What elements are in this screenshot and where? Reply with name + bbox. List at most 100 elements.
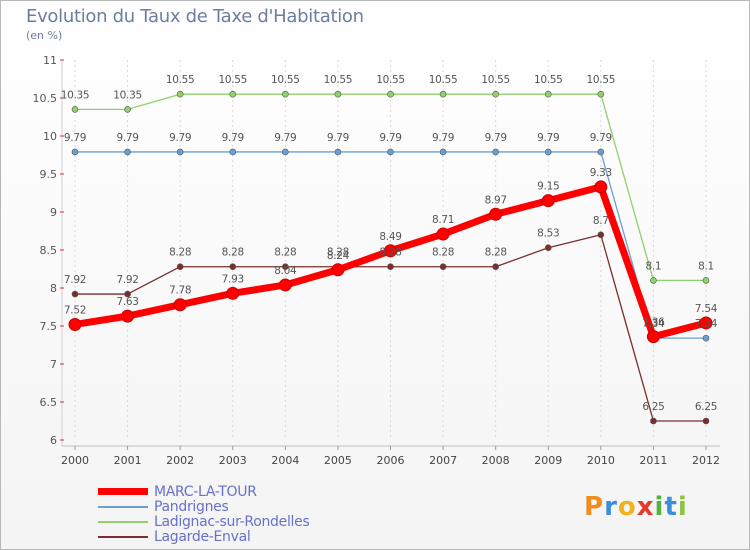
data-point [387,263,394,271]
data-point [699,316,713,330]
logo-letter: x [636,492,655,522]
chart-subtitle: (en %) [26,29,63,42]
data-point [229,148,237,156]
data-label: 10.55 [324,74,353,86]
data-label: 6.25 [695,401,717,413]
x-tick-label: 2006 [377,454,405,467]
data-point [439,90,447,98]
data-point [702,277,710,284]
data-point [492,90,499,98]
data-point [387,90,394,98]
data-label: 9.79 [485,132,507,144]
data-point [124,106,131,113]
data-label: 8.53 [537,228,559,240]
data-label: 9.79 [379,132,401,144]
data-point [278,278,292,292]
data-label: 8.28 [379,247,401,259]
data-point [541,194,555,208]
y-tick-label: 8.5 [40,244,58,257]
data-point [702,334,710,342]
data-point [71,290,79,298]
data-label: 8.28 [222,247,244,259]
data-point [334,90,342,98]
legend-item: Lagarde-Enval [98,529,309,545]
data-point [646,330,660,344]
data-point [702,417,710,425]
data-point [384,244,397,258]
x-tick-label: 2005 [324,454,352,467]
data-label: 9.79 [274,132,296,144]
data-label: 10.55 [271,74,300,86]
data-label: 8.1 [646,260,662,272]
data-point [282,90,289,98]
data-label: 10.35 [61,89,90,101]
logo-letter: r [604,492,618,522]
chart-title: Evolution du Taux de Taxe d'Habitation [26,6,364,27]
data-point [594,180,608,194]
data-label: 7.36 [642,317,665,329]
data-label: 7.63 [116,296,138,308]
data-label: 9.79 [327,132,349,144]
y-tick-label: 7 [50,358,57,371]
y-tick-label: 9 [50,206,57,219]
proxiti-logo: Proxiti [584,492,688,522]
data-label: 10.35 [113,89,142,101]
data-label: 9.79 [432,132,454,144]
y-tick-label: 10.5 [33,92,58,105]
data-label: 9.79 [590,132,612,144]
y-tick-label: 8 [50,282,57,295]
x-tick-label: 2003 [219,454,247,467]
legend-swatch [98,535,148,538]
data-point [334,148,342,156]
data-label: 7.54 [695,303,718,315]
data-point [387,148,394,156]
x-tick-label: 2008 [482,454,510,467]
legend-item: Pandrignes [98,499,309,515]
y-tick-label: 9.5 [40,168,58,181]
data-point [71,106,79,113]
legend-item: MARC-LA-TOUR [98,483,309,500]
x-tick-label: 2012 [692,454,720,467]
y-tick-label: 11 [43,54,57,67]
y-tick-label: 6.5 [40,396,58,409]
data-point [282,263,289,271]
data-label: 10.55 [534,74,563,86]
data-point [68,317,82,331]
legend-swatch [98,488,148,495]
data-point [176,263,184,271]
data-point [282,148,289,156]
x-tick-label: 2004 [271,454,299,467]
data-label: 10.55 [587,74,616,86]
data-point [436,227,450,241]
data-label: 9.79 [64,132,86,144]
x-tick-label: 2011 [639,454,667,467]
data-point [229,263,237,271]
x-tick-label: 2001 [114,454,142,467]
data-label: 10.55 [429,74,458,86]
data-label: 8.97 [485,194,507,206]
data-label: 6.25 [642,401,664,413]
data-label: 7.34 [642,318,665,330]
data-point [439,148,447,156]
data-label: 9.79 [169,132,191,144]
data-point [492,263,499,271]
data-label: 8.28 [485,247,507,259]
data-point [544,244,552,252]
legend-item: Ladignac-sur-Rondelles [98,513,310,530]
data-label: 8.1 [698,260,714,272]
legend-label: MARC-LA-TOUR [154,483,257,500]
data-label: 9.15 [537,181,559,193]
x-tick-label: 2000 [61,454,89,467]
data-point [650,417,657,425]
logo-letter: i [677,492,688,522]
data-point [597,231,605,239]
data-point [176,148,184,156]
data-label: 8.28 [327,247,349,259]
data-point [229,90,237,98]
data-label: 10.55 [218,74,247,86]
logo-letter: t [664,492,678,522]
x-tick-label: 2010 [587,454,615,467]
data-point [492,148,499,156]
legend-label: Ladignac-sur-Rondelles [154,513,310,530]
